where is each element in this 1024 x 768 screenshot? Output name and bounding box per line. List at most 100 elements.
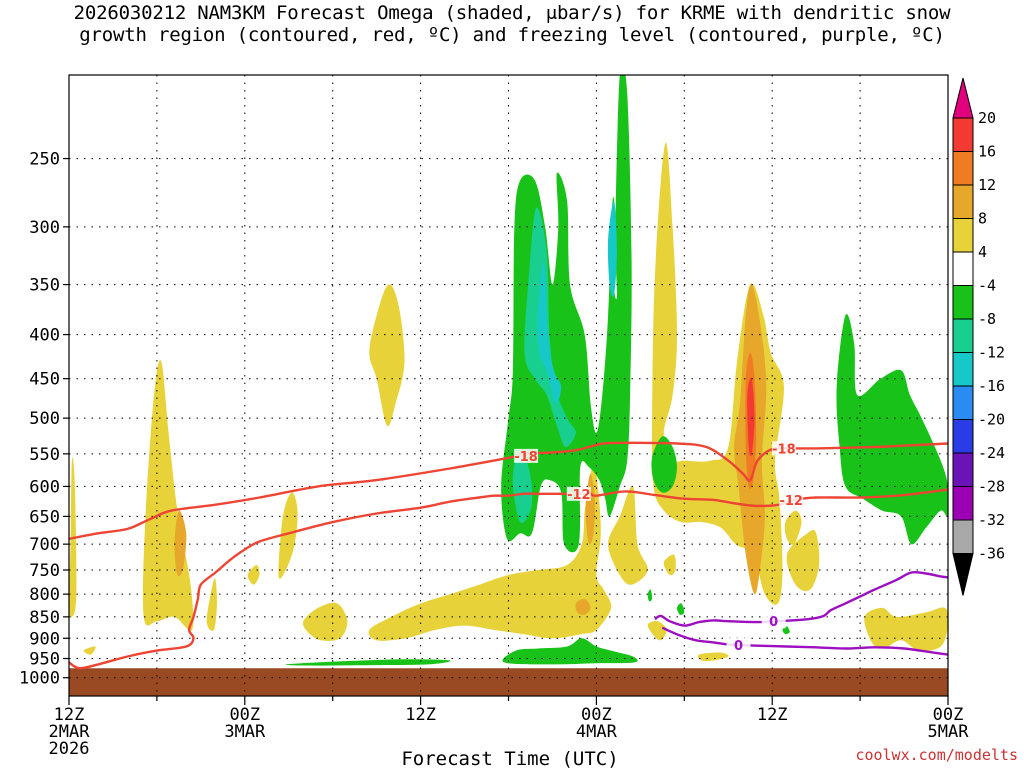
omega-region--4	[676, 603, 685, 615]
contour-label-bg	[726, 637, 751, 652]
x-tick-label: 00Z	[581, 705, 612, 725]
chart-title-line-1: 2026030212 NAM3KM Forecast Omega (shaded…	[73, 2, 951, 24]
omega-region-4	[368, 460, 612, 641]
temperature-contours: -18 -18 -12 -12 0 0	[69, 441, 948, 670]
colorbar-label: -4	[978, 277, 996, 295]
y-tick-label: 550	[29, 445, 60, 465]
contour-label: -18	[772, 442, 796, 457]
y-tick-label: 900	[29, 629, 60, 649]
colorbar-swatch	[952, 385, 974, 420]
colorbar-label: -24	[978, 444, 1005, 462]
colorbar-swatch	[952, 218, 974, 253]
chart-title-line-2: growth region (contoured, red, ºC) and f…	[79, 24, 945, 46]
omega-region-4	[278, 492, 298, 579]
omega-region-4	[647, 621, 667, 641]
omega-region--4	[501, 75, 632, 553]
omega-region--8	[512, 457, 533, 524]
omega-region-8	[575, 598, 591, 615]
colorbar-swatch	[952, 184, 974, 219]
colorbar-label: 12	[978, 176, 996, 194]
contour-label: 0	[769, 615, 778, 630]
omega-region--4	[651, 436, 677, 493]
omega-region-4	[83, 646, 96, 655]
y-axis: 250 300 350 400 450 500 550 600 650 700 750 800 8509…	[19, 150, 69, 689]
y-tick-label: 700	[29, 535, 60, 555]
omega-region-4	[206, 578, 218, 631]
x-tick-label: 12Z	[54, 705, 85, 725]
omega-region-4	[302, 602, 348, 641]
omega-region-4	[784, 510, 802, 546]
omega-region-4	[142, 360, 194, 631]
colorbar-label: -28	[978, 478, 1005, 496]
y-tick-label: 600	[29, 477, 60, 497]
omega-region--4	[502, 638, 638, 665]
contour-label-bg	[771, 441, 796, 456]
colorbar-label: 20	[978, 109, 996, 127]
omega-region--12	[537, 262, 562, 404]
y-tick-label: 800	[29, 585, 60, 605]
contour-label-bg	[761, 614, 786, 629]
omega-region--4	[647, 589, 653, 602]
contour-label: -12	[779, 494, 803, 509]
x-tick-label: 00Z	[229, 705, 260, 725]
x-axis-title: Forecast Time (UTC)	[401, 748, 618, 768]
colorbar-label: -36	[978, 545, 1005, 563]
omega-region-4	[786, 529, 820, 591]
x-tick-label: 12Z	[405, 705, 436, 725]
contour-label-bg	[566, 486, 591, 501]
omega-region-4	[864, 607, 948, 651]
colorbar-label: -32	[978, 511, 1005, 529]
colorbar-swatch	[952, 117, 974, 152]
colorbar-swatch	[952, 486, 974, 521]
colorbar-label: -16	[978, 377, 1005, 395]
y-tick-label: 350	[29, 276, 60, 296]
x-tick-label: 00Z	[933, 705, 964, 725]
x-tick-label: 3MAR	[224, 722, 266, 742]
contour-line-2	[654, 570, 948, 627]
contour-line-1	[69, 488, 948, 670]
contour-label: -18	[514, 450, 538, 465]
ground-block	[69, 668, 948, 696]
omega-region--12	[607, 200, 617, 298]
y-tick-label: 500	[29, 409, 60, 429]
contour-line-3	[661, 626, 948, 656]
colorbar-label: -12	[978, 344, 1005, 362]
x-tick-label: 2026	[49, 739, 90, 759]
colorbar-label: -20	[978, 411, 1005, 429]
omega-region--4	[782, 626, 790, 635]
contour-label-bg	[514, 448, 539, 463]
x-tick-label: 4MAR	[576, 722, 618, 742]
colorbar-swatch	[952, 419, 974, 454]
omega-region-8	[174, 510, 187, 577]
colorbar-label: -8	[978, 310, 996, 328]
colorbar-swatch	[952, 352, 974, 387]
omega-region-4	[369, 284, 405, 427]
y-tick-label: 850	[29, 608, 60, 628]
colorbar-swatch	[952, 519, 974, 554]
omega-region--4	[285, 659, 451, 666]
y-tick-label: 650	[29, 507, 60, 527]
contour-label-bg	[779, 492, 804, 507]
colorbar-swatch	[952, 452, 974, 487]
x-tick-label: 5MAR	[928, 722, 970, 742]
omega-region-4	[608, 485, 648, 585]
omega-region-4	[697, 652, 729, 662]
colorbar-arrow-top	[952, 77, 974, 119]
ground-surface	[69, 668, 948, 696]
omega-region-4	[663, 554, 676, 576]
colorbar-label: 16	[978, 143, 996, 161]
x-tick-label: 12Z	[757, 705, 788, 725]
y-tick-label: 1000	[19, 669, 60, 689]
y-tick-label: 450	[29, 370, 60, 390]
y-tick-label: 750	[29, 561, 60, 581]
y-tick-label: 400	[29, 326, 60, 346]
colorbar-arrow-bottom	[952, 553, 974, 596]
colorbar-swatch	[952, 151, 974, 186]
contour-label: 0	[734, 639, 743, 654]
y-tick-label: 250	[29, 150, 60, 170]
y-tick-label: 300	[29, 218, 60, 238]
x-tick-label: 2MAR	[49, 722, 91, 742]
colorbar-swatch	[952, 318, 974, 353]
